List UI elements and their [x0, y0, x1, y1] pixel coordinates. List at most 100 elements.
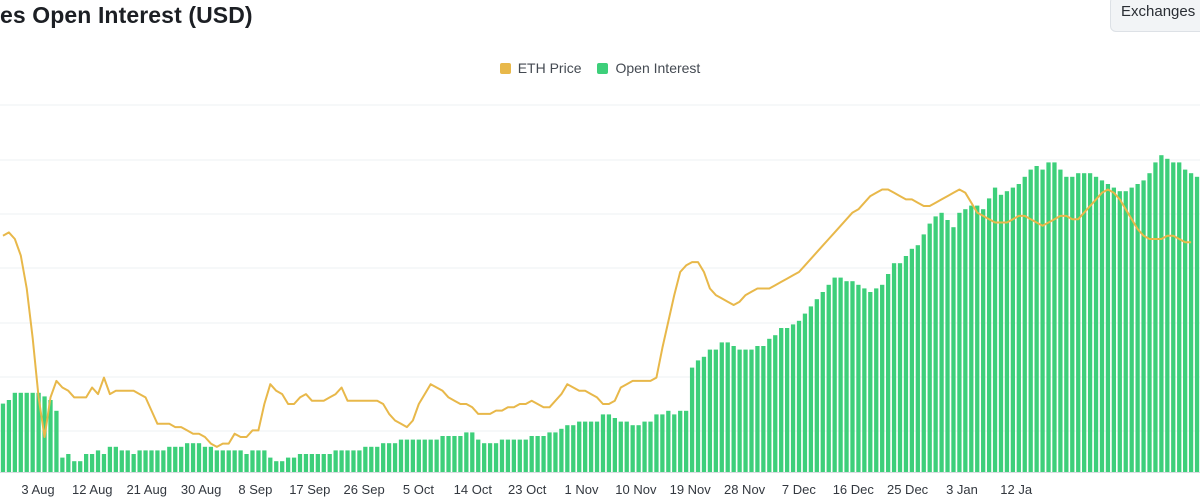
oi-bar: [1004, 191, 1010, 472]
oi-bar: [24, 392, 29, 472]
oi-bar: [844, 281, 849, 472]
oi-bar: [642, 421, 647, 472]
oi-bar: [375, 446, 380, 472]
oi-bar: [1153, 162, 1158, 472]
oi-bar: [238, 450, 243, 472]
oi-bar: [54, 410, 59, 472]
oi-bar: [523, 439, 528, 472]
oi-bar: [1052, 162, 1057, 472]
oi-bar: [612, 418, 617, 472]
oi-bar: [167, 446, 172, 472]
oi-bar: [1135, 184, 1140, 472]
oi-bar: [220, 450, 225, 472]
chart-legend: ETH Price Open Interest: [0, 60, 1200, 76]
oi-bar: [666, 410, 671, 472]
oi-bar: [398, 439, 404, 472]
oi-bar: [363, 446, 368, 472]
oi-bar: [1087, 173, 1093, 472]
oi-bar: [1010, 187, 1016, 472]
x-tick-label: 25 Dec: [887, 482, 929, 497]
oi-bar: [493, 443, 499, 472]
oi-bar: [779, 328, 784, 472]
oi-bar: [381, 443, 386, 472]
oi-bar: [232, 450, 237, 472]
x-tick-label: 8 Sep: [238, 482, 272, 497]
oi-bar: [315, 454, 320, 472]
oi-bar: [600, 414, 606, 472]
oi-bar: [1177, 162, 1182, 472]
oi-bar: [933, 216, 938, 472]
oi-bar: [404, 439, 410, 472]
oi-bar: [137, 450, 142, 472]
oi-bar: [731, 346, 736, 472]
oi-bar: [891, 263, 897, 472]
oi-bar: [285, 457, 291, 472]
oi-bar: [749, 349, 754, 472]
legend-item-open-interest[interactable]: Open Interest: [597, 60, 700, 76]
oi-bar: [1188, 173, 1194, 472]
oi-bar: [95, 450, 101, 472]
oi-bar: [802, 313, 808, 472]
oi-bar: [1028, 169, 1033, 472]
oi-bar: [48, 400, 53, 472]
oi-bar: [196, 443, 202, 472]
oi-bar: [440, 436, 445, 472]
oi-bar: [773, 335, 778, 472]
oi-bar: [535, 436, 540, 472]
oi-bar: [957, 212, 962, 473]
legend-item-eth-price[interactable]: ETH Price: [499, 60, 581, 76]
oi-bar: [101, 454, 107, 472]
oi-bar: [303, 454, 309, 472]
oi-bar: [0, 403, 6, 472]
oi-bar: [767, 338, 772, 472]
oi-bar: [309, 454, 315, 472]
oi-bar: [78, 461, 83, 472]
oi-bar: [339, 450, 344, 472]
oi-bar: [1159, 155, 1164, 472]
oi-bar: [796, 320, 802, 472]
oi-bar: [30, 392, 35, 472]
oi-bar: [909, 248, 915, 472]
oi-bar: [190, 443, 196, 472]
exchanges-dropdown-button[interactable]: Exchanges: [1110, 0, 1200, 32]
oi-bar: [155, 450, 160, 472]
oi-bar: [125, 450, 130, 472]
oi-bar: [297, 454, 303, 472]
oi-bar: [416, 439, 421, 472]
x-tick-label: 26 Sep: [343, 482, 384, 497]
oi-bar: [719, 342, 724, 472]
oi-bar: [880, 284, 885, 472]
oi-bar: [915, 245, 920, 472]
oi-bar: [684, 410, 689, 472]
oi-bar: [410, 439, 416, 472]
oi-bar: [470, 432, 475, 472]
oi-bar: [1171, 162, 1176, 472]
oi-bar: [583, 421, 588, 472]
oi-bar: [1111, 187, 1116, 472]
oi-bar: [541, 436, 546, 472]
oi-bar: [487, 443, 493, 472]
legend-label-open-interest: Open Interest: [615, 60, 701, 76]
oi-bar: [975, 205, 980, 472]
oi-bar: [678, 410, 683, 472]
oi-bar: [226, 450, 231, 472]
oi-bar: [131, 454, 136, 472]
oi-bar: [874, 288, 879, 472]
oi-bar: [351, 450, 356, 472]
oi-bar: [660, 414, 665, 472]
oi-bar: [701, 356, 707, 472]
oi-bar: [565, 425, 570, 472]
oi-bar: [636, 425, 641, 472]
oi-bar: [885, 274, 891, 472]
oi-bar: [707, 349, 713, 472]
oi-bar: [1016, 184, 1021, 472]
x-tick-label: 14 Oct: [454, 482, 493, 497]
oi-bar: [119, 450, 124, 472]
oi-bar: [428, 439, 433, 472]
oi-bar: [321, 454, 326, 472]
oi-bar: [553, 432, 558, 472]
oi-bar: [84, 454, 89, 472]
oi-bar: [820, 292, 825, 472]
eth-price-line: [2, 188, 1192, 448]
oi-bar: [274, 461, 279, 472]
